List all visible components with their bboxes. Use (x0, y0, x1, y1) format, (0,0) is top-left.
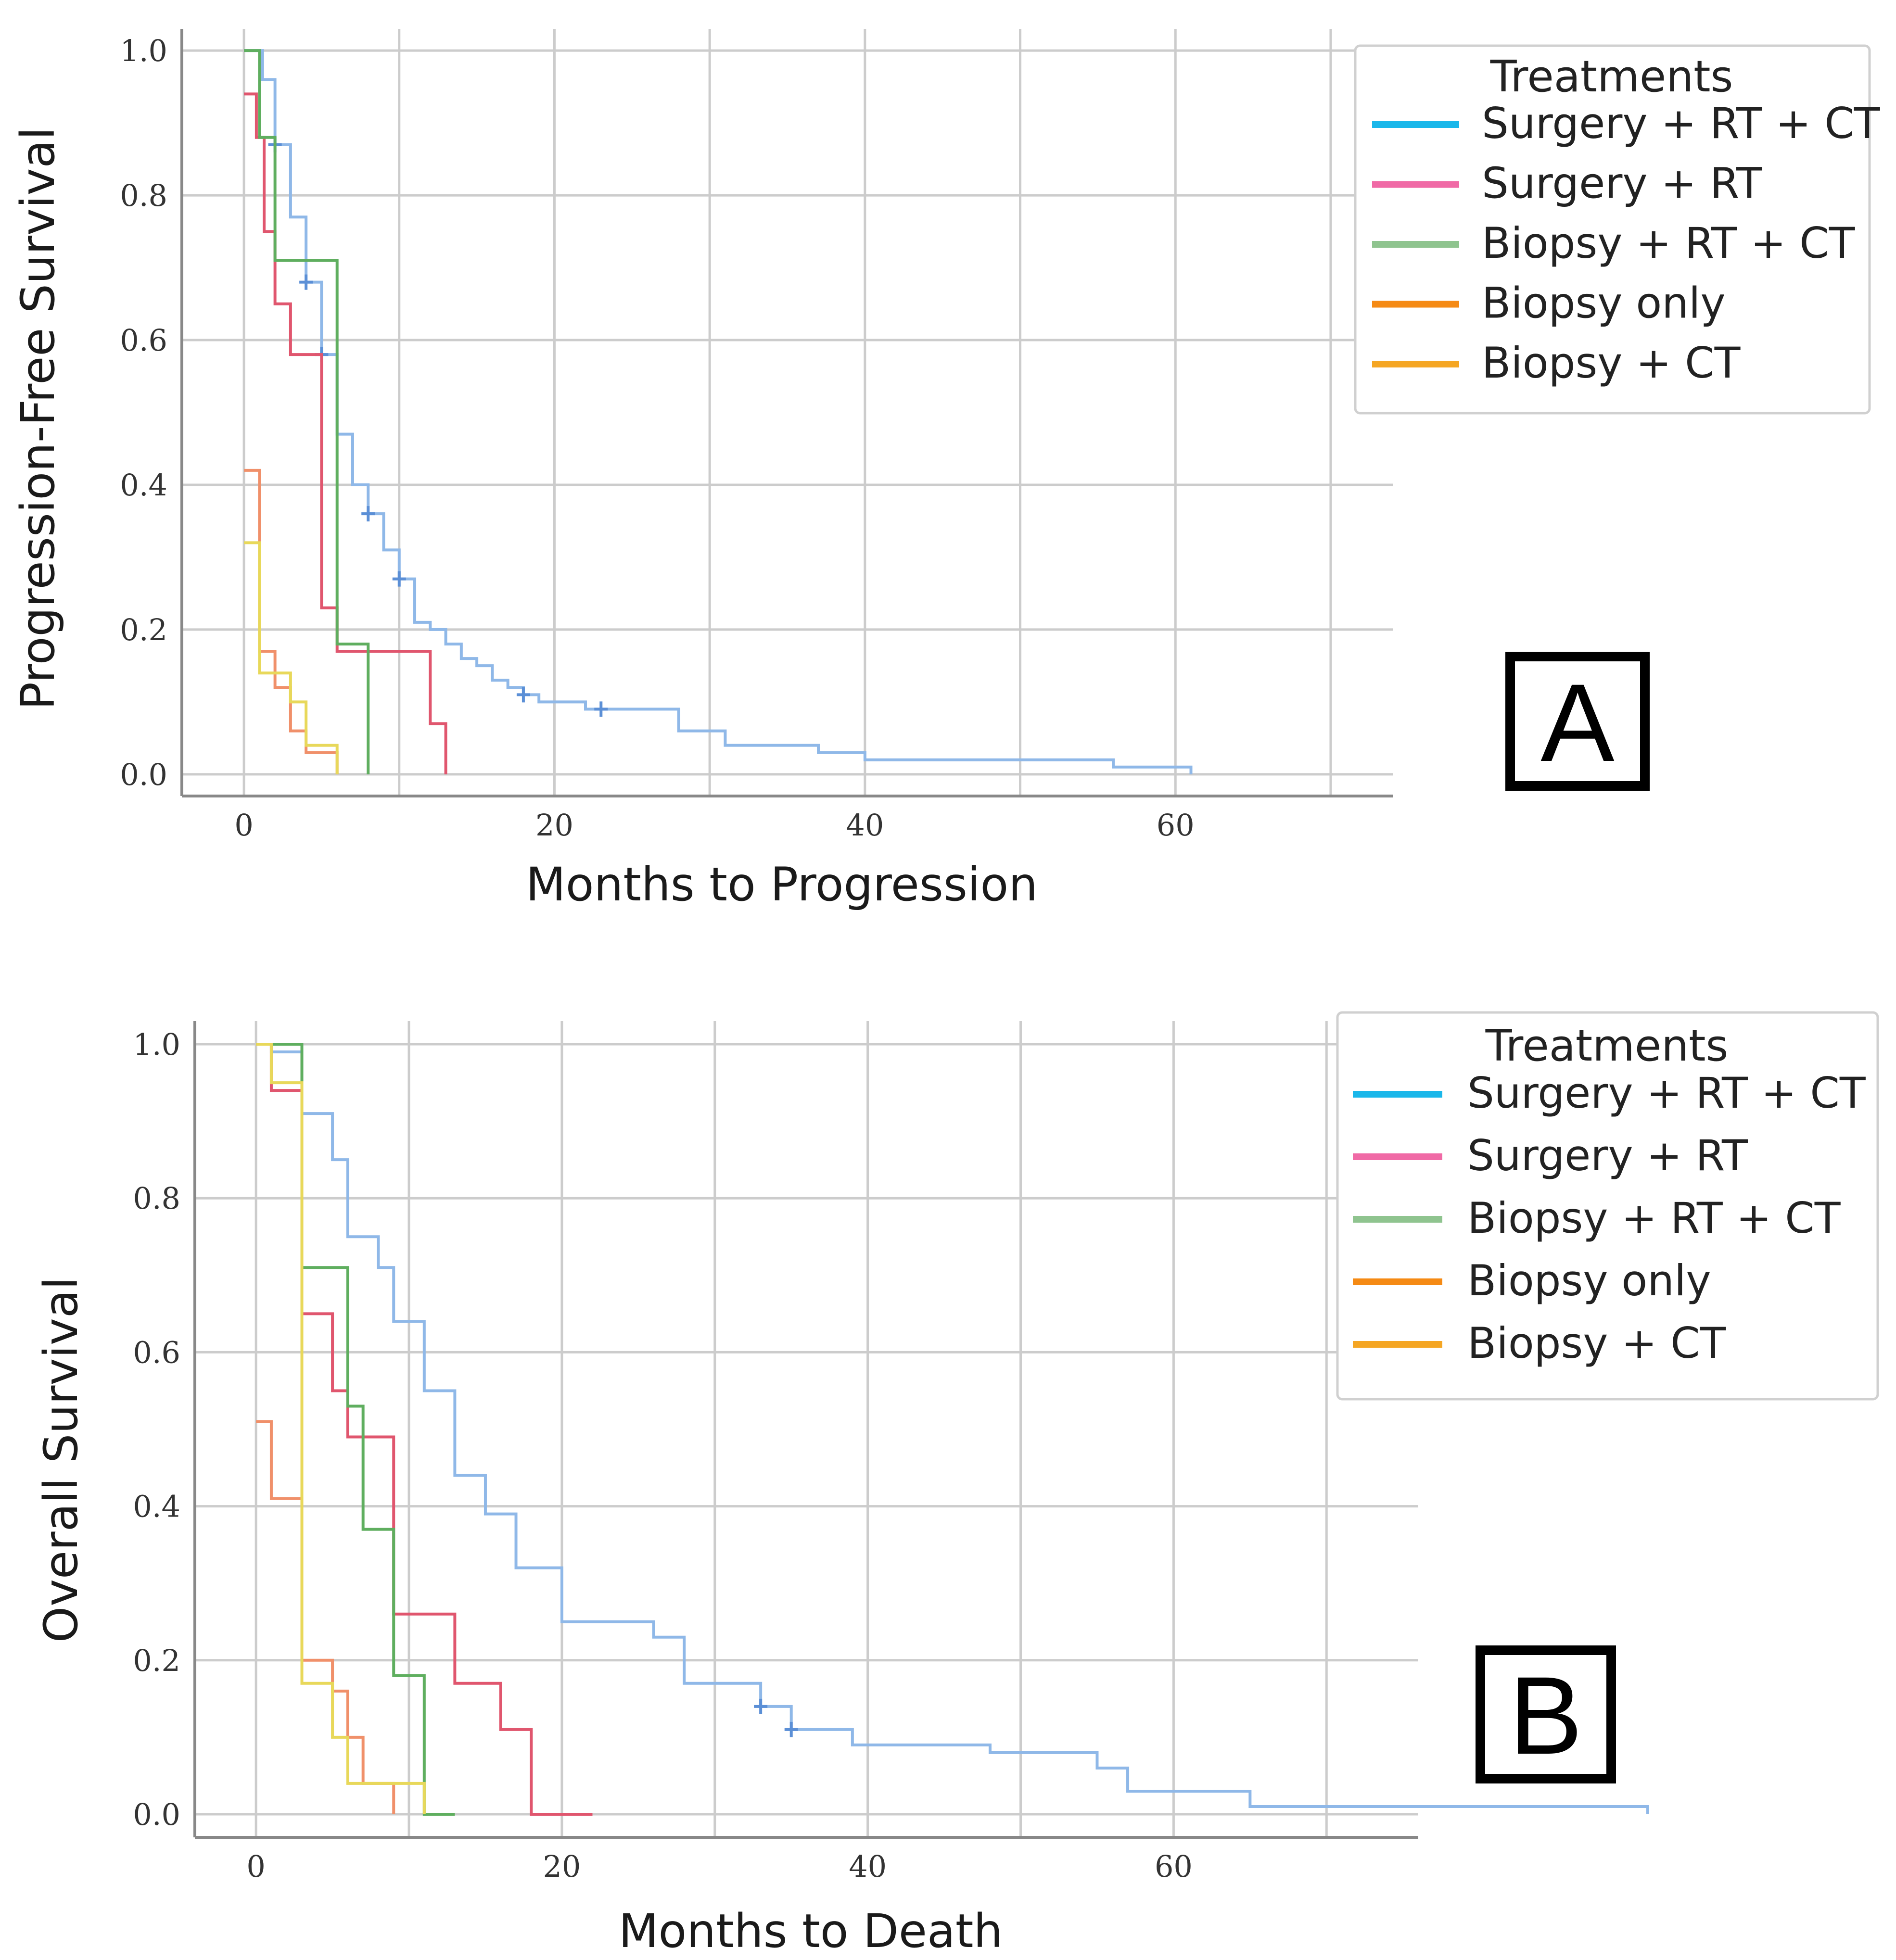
chart-b-y-axis-label: Overall Survival (34, 1277, 88, 1643)
panel-b-label-box: B (1476, 1645, 1616, 1783)
chart-a-censor-mark (361, 506, 375, 522)
chart-a-y-tick-label: 0.0 (120, 757, 167, 792)
chart-a-x-axis-label: Months to Progression (526, 858, 1038, 911)
panel-a-label-box: A (1505, 652, 1650, 791)
chart-a-series-5-curve (244, 541, 339, 774)
chart-b-y-ticks: 0.0 0.2 0.4 0.6 0.8 1.0 (133, 1027, 180, 1832)
chart-a-x-tick-label: 0 (234, 808, 253, 843)
chart-a-curves (244, 49, 1193, 774)
chart-a-x-tick-label: 40 (846, 808, 884, 843)
chart-b-legend-label-4: Biopsy only (1467, 1256, 1711, 1305)
chart-b-x-ticks: 0 20 40 60 (246, 1849, 1192, 1884)
chart-b-x-tick-label: 0 (246, 1849, 265, 1884)
panel-a-label: A (1540, 661, 1614, 784)
chart-b-x-tick-label: 20 (543, 1849, 581, 1884)
chart-a-y-tick-label: 0.2 (120, 612, 167, 647)
chart-b-x-tick-label: 40 (849, 1849, 887, 1884)
chart-b-legend-label-5: Biopsy + CT (1467, 1318, 1727, 1368)
chart-b-legend-entries: Surgery + RT + CT Surgery + RT Biopsy + RT… (1353, 1068, 1866, 1368)
chart-b-y-tick-label: 0.2 (133, 1643, 180, 1678)
chart-a-legend-label-4: Biopsy only (1482, 278, 1726, 328)
chart-b-legend-label-3: Biopsy + RT + CT (1467, 1193, 1841, 1243)
chart-a-legend-label-5: Biopsy + CT (1482, 338, 1741, 388)
chart-a-series-1-curve (244, 49, 1193, 774)
chart-a-series-3-curve (244, 49, 370, 774)
chart-b-y-tick-label: 0.4 (133, 1489, 180, 1524)
chart-b-censor-mark (754, 1698, 768, 1714)
chart-a-y-tick-label: 0.4 (120, 468, 167, 503)
chart-a-censor-mark (516, 687, 530, 703)
chart-panel-a: 0 20 40 60 0.0 0.2 0.4 0.6 0.8 1.0 Months to Pro… (11, 29, 1881, 911)
chart-a-legend-title: Treatments (1490, 51, 1733, 102)
chart-a-y-axis-label: Progression-Free Survival (11, 127, 65, 710)
chart-b-x-axis-label: Months to Death (619, 1904, 1003, 1958)
panel-b-label: B (1509, 1654, 1582, 1777)
chart-a-legend-entries: Surgery + RT + CT Surgery + RT Biopsy + RT… (1372, 99, 1881, 388)
chart-a-censor-mark (299, 274, 313, 290)
chart-a-y-ticks: 0.0 0.2 0.4 0.6 0.8 1.0 (120, 33, 167, 792)
chart-b-y-tick-label: 1.0 (133, 1027, 180, 1062)
chart-b-y-tick-label: 0.8 (133, 1181, 180, 1216)
chart-b-grid (195, 1021, 1418, 1837)
chart-a-legend-label-1: Surgery + RT + CT (1482, 99, 1881, 148)
chart-a-legend-label-2: Surgery + RT (1482, 159, 1763, 208)
chart-b-y-tick-label: 0.6 (133, 1335, 180, 1370)
chart-b-legend-box (1336, 1011, 1879, 1401)
chart-b-y-tick-label: 0.0 (133, 1797, 180, 1832)
chart-b-x-tick-label: 60 (1155, 1849, 1193, 1884)
chart-b-series-1-curve (256, 1043, 1649, 1814)
chart-b-censor-mark (784, 1721, 798, 1737)
chart-a-censor-mark (392, 571, 406, 587)
chart-a-legend-label-3: Biopsy + RT + CT (1482, 218, 1856, 268)
chart-b-series-5-curve (256, 1043, 426, 1814)
chart-a-x-tick-label: 60 (1157, 808, 1195, 843)
chart-a-y-tick-label: 0.8 (120, 178, 167, 213)
chart-a-censor-mark (594, 701, 608, 717)
chart-b-legend-label-1: Surgery + RT + CT (1467, 1068, 1866, 1118)
chart-a-axes (180, 29, 1393, 797)
chart-a-grid (182, 29, 1393, 796)
chart-a-x-ticks: 0 20 40 60 (234, 808, 1194, 843)
chart-a-legend-box (1354, 44, 1871, 415)
chart-b-legend-label-2: Surgery + RT (1467, 1131, 1748, 1180)
chart-b-legend-title: Treatments (1485, 1021, 1729, 1071)
chart-b-axes (193, 1021, 1418, 1839)
chart-b-curves (256, 1043, 1649, 1816)
chart-a-y-tick-label: 0.6 (120, 323, 167, 358)
chart-a-y-tick-label: 1.0 (120, 33, 167, 68)
chart-panel-b: 0 20 40 60 0.0 0.2 0.4 0.6 0.8 1.0 Months to Dea… (34, 1011, 1879, 1958)
chart-a-x-tick-label: 20 (535, 808, 573, 843)
